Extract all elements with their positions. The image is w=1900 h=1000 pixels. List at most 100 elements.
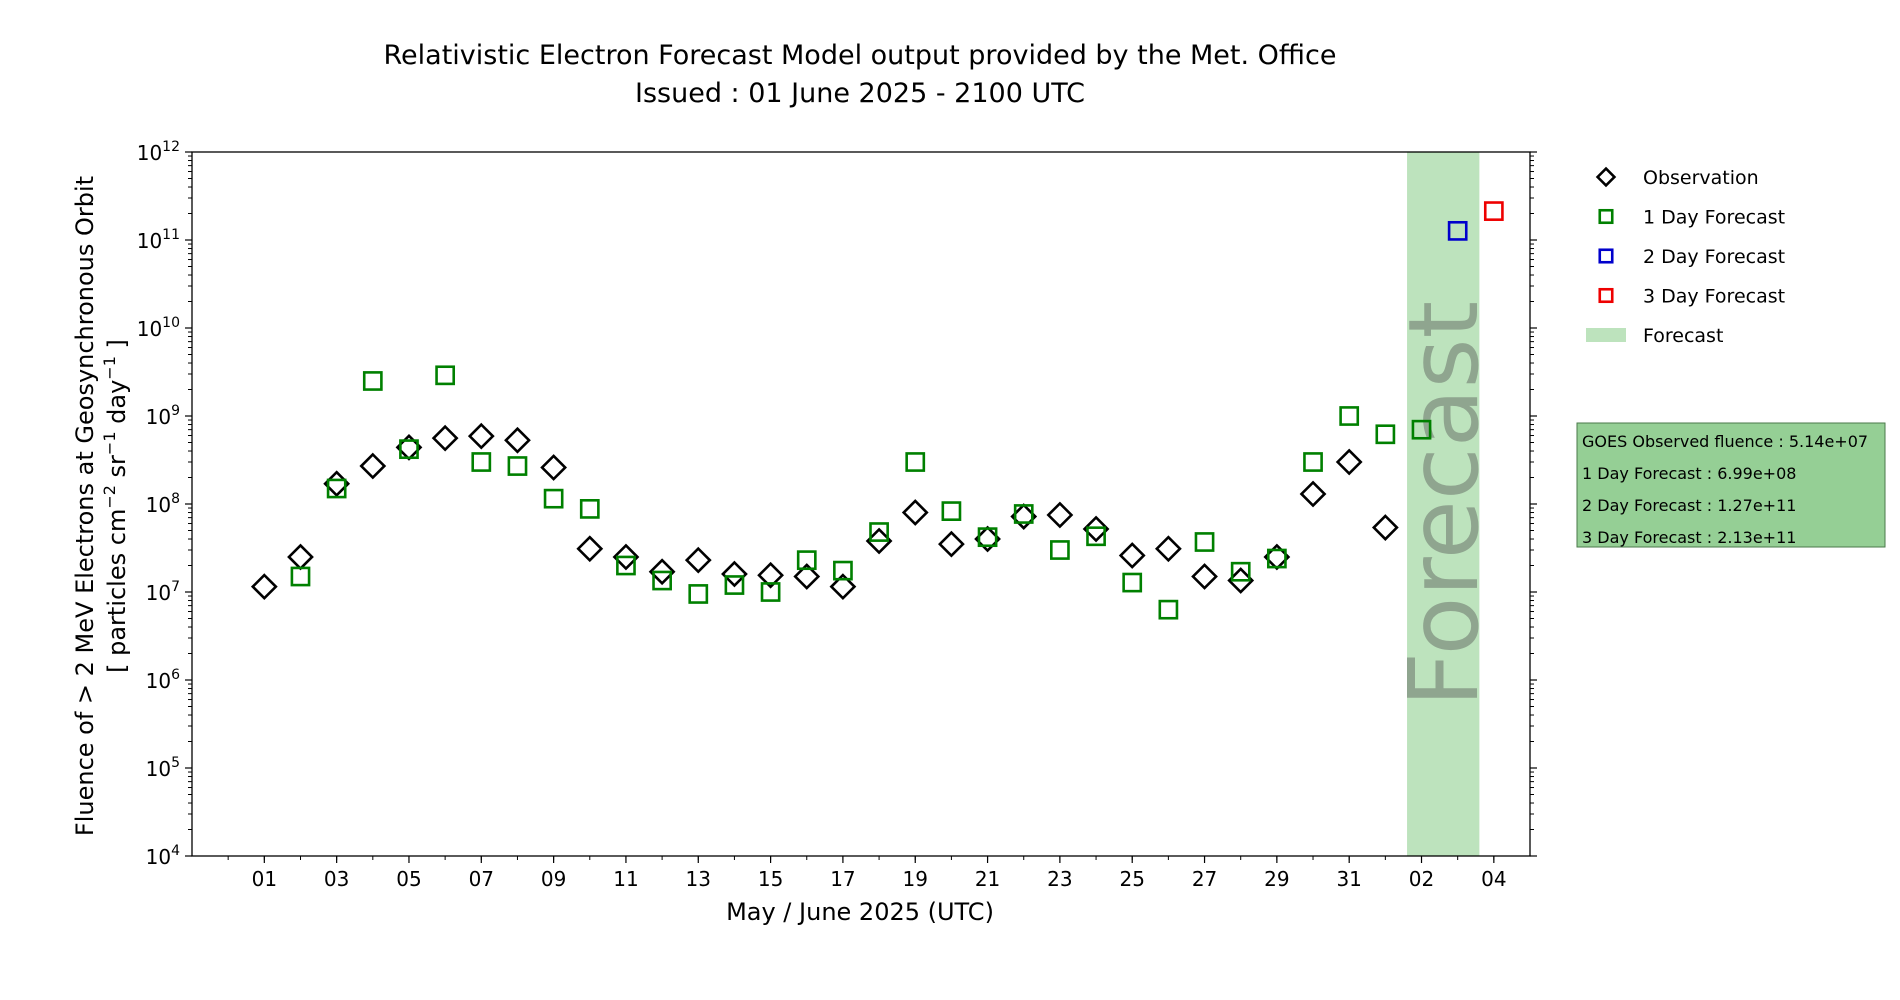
chart-subtitle: Issued : 01 June 2025 - 2100 UTC	[635, 78, 1085, 109]
observation-point	[431, 424, 459, 452]
info-box-line: 2 Day Forecast : 1.27e+11	[1582, 496, 1796, 515]
x-tick-label: 09	[541, 867, 566, 891]
1-day-forecast-point	[543, 488, 564, 509]
observation-point	[287, 543, 314, 571]
x-tick-label: 23	[1047, 867, 1072, 891]
observation-point	[901, 499, 929, 526]
y-tick-label: 109	[146, 403, 180, 429]
info-box-line: GOES Observed fluence : 5.14e+07	[1582, 432, 1868, 451]
1-day-forecast-point	[652, 570, 672, 591]
1-day-forecast-point	[507, 456, 528, 476]
x-tick-label: 02	[1409, 867, 1434, 891]
chart-title: Relativistic Electron Forecast Model out…	[384, 40, 1337, 71]
observation-point	[1082, 515, 1110, 543]
observation-point	[576, 535, 604, 563]
1-day-forecast-point	[435, 365, 456, 386]
1-day-forecast-point	[688, 584, 709, 604]
observation-point	[359, 452, 387, 480]
legend-marker	[1586, 328, 1626, 342]
1-day-forecast-point	[1050, 540, 1070, 560]
y-tick-label: 108	[146, 491, 180, 517]
observation-point	[648, 558, 676, 586]
x-tick-label: 29	[1264, 867, 1289, 891]
3-day-forecast-point	[1483, 201, 1504, 221]
observation-point	[250, 573, 278, 601]
1-day-forecast-point	[760, 582, 781, 602]
observation-point	[1154, 535, 1182, 563]
y-axis-label: Fluence of > 2 MeV Electrons at Geosynch…	[71, 176, 99, 836]
y-axis-units-label: [ particles cm−2 sr−1 day−1 ]	[100, 339, 131, 673]
1-day-forecast-point	[1086, 526, 1106, 547]
x-tick-label: 07	[469, 867, 494, 891]
legend-label: 2 Day Forecast	[1643, 246, 1785, 268]
1-day-forecast-point	[1411, 419, 1432, 440]
observation-point	[1299, 480, 1327, 508]
2-day-forecast-point	[1447, 220, 1468, 241]
observation-point	[793, 563, 821, 590]
y-tick-label: 105	[146, 755, 180, 781]
y-tick-label: 1011	[137, 227, 180, 253]
1-day-forecast-point	[833, 560, 853, 581]
x-tick-label: 01	[252, 867, 277, 891]
x-tick-label: 31	[1336, 867, 1361, 891]
1-day-forecast-point	[1158, 599, 1179, 620]
1-day-forecast-point	[724, 575, 745, 595]
x-tick-label: 11	[613, 867, 638, 891]
x-tick-label: 05	[396, 867, 421, 891]
y-tick-label: 107	[146, 579, 180, 605]
1-day-forecast-point	[616, 555, 636, 576]
forecast-region-label: Forecast	[1388, 301, 1500, 707]
1-day-forecast-point	[579, 499, 600, 519]
x-tick-label: 21	[975, 867, 1000, 891]
1-day-forecast-point	[905, 452, 926, 472]
1-day-forecast-point	[1122, 572, 1143, 593]
info-box-line: 1 Day Forecast : 6.99e+08	[1582, 464, 1796, 483]
observation-point	[829, 573, 857, 601]
1-day-forecast-point	[977, 527, 998, 548]
observation-point	[938, 530, 965, 558]
observation-point	[1118, 542, 1146, 569]
y-tick-label: 1012	[137, 139, 180, 165]
1-day-forecast-point	[1375, 424, 1396, 445]
observation-point	[684, 546, 712, 574]
x-tick-label: 13	[686, 867, 711, 891]
observation-point	[1335, 448, 1363, 476]
1-day-forecast-point	[1194, 532, 1215, 552]
legend-label: 1 Day Forecast	[1643, 207, 1785, 229]
1-day-forecast-point	[796, 550, 817, 571]
legend-marker	[1598, 287, 1614, 304]
x-tick-label: 19	[903, 867, 928, 891]
1-day-forecast-point	[362, 371, 383, 391]
info-box	[1576, 422, 1886, 548]
forecast-region	[1407, 152, 1480, 856]
y-tick-label: 1010	[137, 315, 180, 341]
legend-marker	[1595, 166, 1617, 188]
1-day-forecast-point	[471, 452, 492, 472]
1-day-forecast-point	[326, 478, 347, 499]
y-tick-label: 104	[146, 843, 180, 869]
observation-point	[1191, 563, 1218, 590]
1-day-forecast-point	[290, 566, 311, 587]
x-tick-label: 04	[1481, 867, 1506, 891]
legend-label: Observation	[1643, 167, 1759, 189]
info-box-line: 3 Day Forecast : 2.13e+11	[1582, 528, 1796, 547]
observation-point	[1046, 501, 1074, 529]
legend-label: Forecast	[1643, 325, 1723, 347]
1-day-forecast-point	[1013, 504, 1034, 524]
observation-point	[757, 561, 784, 589]
1-day-forecast-point	[869, 522, 889, 542]
1-day-forecast-point	[1266, 548, 1287, 569]
1-day-forecast-point	[1339, 406, 1360, 426]
observation-point	[1371, 514, 1399, 541]
x-tick-label: 03	[324, 867, 349, 891]
observation-point	[540, 454, 568, 481]
1-day-forecast-point	[941, 501, 962, 522]
plot-frame	[191, 151, 1531, 857]
observation-point	[467, 422, 495, 450]
legend-label: 3 Day Forecast	[1643, 286, 1785, 308]
observation-point	[612, 543, 640, 571]
x-tick-label: 27	[1192, 867, 1217, 891]
x-axis-label: May / June 2025 (UTC)	[726, 898, 994, 926]
x-tick-label: 25	[1119, 867, 1144, 891]
